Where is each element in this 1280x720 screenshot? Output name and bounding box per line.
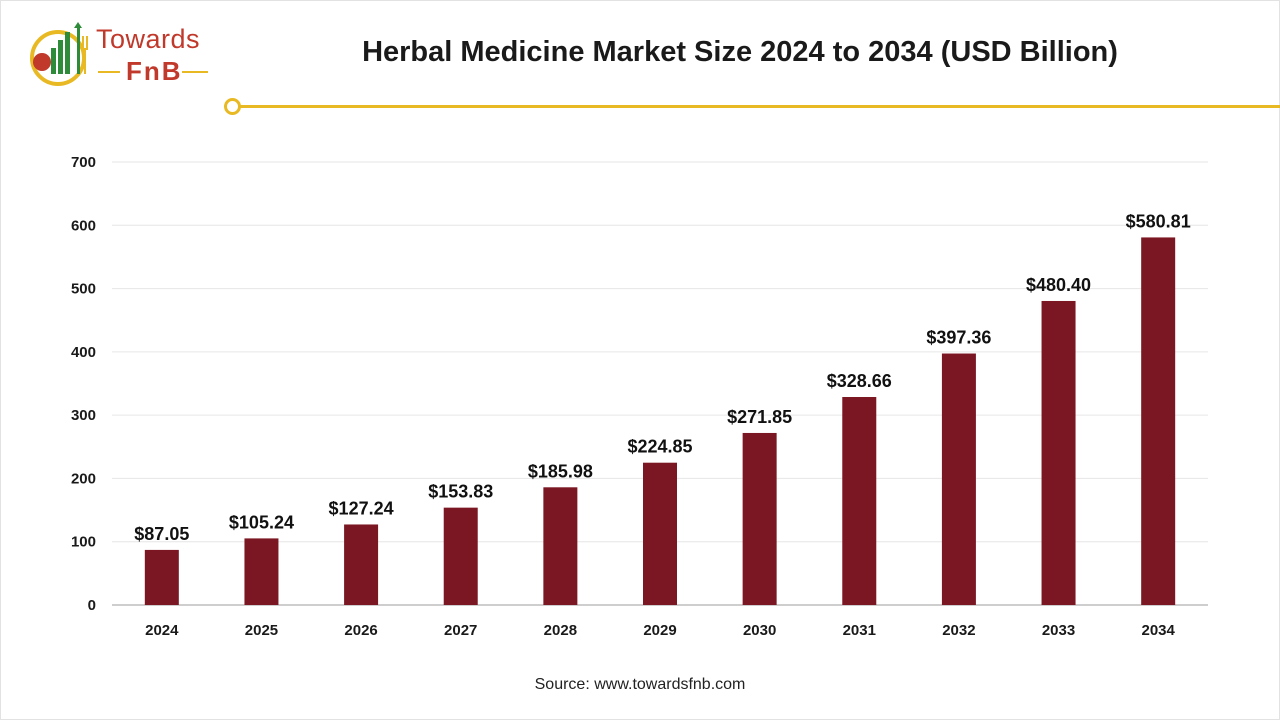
data-label: $580.81 bbox=[1126, 211, 1191, 231]
logo-emblem-icon bbox=[30, 22, 88, 86]
y-tick-label: 700 bbox=[71, 154, 96, 171]
logo-text-towards: Towards bbox=[96, 24, 201, 54]
logo-underline-left bbox=[98, 71, 120, 73]
data-label: $87.05 bbox=[134, 524, 189, 544]
data-label: $224.85 bbox=[627, 437, 692, 457]
x-tick-label: 2025 bbox=[245, 622, 278, 639]
bar bbox=[842, 397, 877, 605]
data-label: $271.85 bbox=[727, 407, 792, 427]
source-note: Source: www.towardsfnb.com bbox=[534, 676, 746, 693]
data-label: $185.98 bbox=[528, 461, 593, 481]
x-tick-label: 2029 bbox=[643, 622, 676, 639]
towards-fnb-logo: Towards FnB bbox=[22, 18, 222, 88]
title-rule bbox=[232, 105, 1280, 108]
bar bbox=[1041, 300, 1076, 605]
bar bbox=[543, 487, 578, 605]
data-label: $127.24 bbox=[329, 498, 394, 518]
y-tick-label: 600 bbox=[71, 217, 96, 234]
bar bbox=[144, 549, 179, 605]
x-tick-label: 2024 bbox=[145, 622, 179, 639]
x-tick-label: 2030 bbox=[743, 622, 776, 639]
bar bbox=[643, 462, 677, 605]
bar bbox=[1141, 237, 1176, 605]
x-tick-label: 2033 bbox=[1042, 622, 1075, 639]
x-tick-label: 2027 bbox=[444, 622, 477, 639]
bar bbox=[443, 507, 478, 605]
logo-underline-right bbox=[182, 71, 208, 73]
bar bbox=[244, 538, 279, 605]
data-label: $153.83 bbox=[428, 482, 493, 502]
y-tick-label: 200 bbox=[71, 470, 96, 487]
x-tick-label: 2031 bbox=[843, 622, 876, 639]
x-tick-label: 2028 bbox=[544, 622, 577, 639]
y-tick-label: 100 bbox=[71, 534, 96, 551]
bar bbox=[344, 524, 379, 605]
y-tick-label: 400 bbox=[71, 344, 96, 361]
x-tick-label: 2034 bbox=[1141, 622, 1175, 639]
y-tick-label: 500 bbox=[71, 281, 96, 298]
x-tick-label: 2032 bbox=[942, 622, 975, 639]
chart-title: Herbal Medicine Market Size 2024 to 2034… bbox=[362, 36, 1118, 68]
data-label: $480.40 bbox=[1026, 275, 1091, 295]
bar bbox=[742, 432, 777, 605]
logo-text-fnb: FnB bbox=[126, 56, 183, 86]
title-rule-dot bbox=[224, 98, 241, 115]
bar bbox=[941, 353, 976, 605]
data-label: $397.36 bbox=[926, 328, 991, 348]
y-tick-label: 0 bbox=[88, 597, 96, 614]
data-label: $105.24 bbox=[229, 512, 294, 532]
x-tick-label: 2026 bbox=[344, 622, 377, 639]
y-tick-label: 300 bbox=[71, 407, 96, 424]
data-label: $328.66 bbox=[827, 371, 892, 391]
